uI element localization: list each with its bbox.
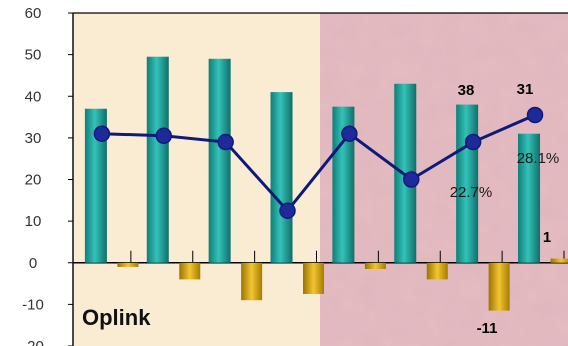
bar-teal xyxy=(518,133,541,263)
y-tick-label: 20 xyxy=(25,172,42,189)
line-point xyxy=(341,125,358,142)
y-tick-label: 30 xyxy=(25,130,42,147)
data-label: 38 xyxy=(458,82,475,99)
bar-gold xyxy=(488,262,510,311)
line-point xyxy=(403,171,420,188)
bar-gold xyxy=(364,262,386,269)
bar-teal xyxy=(270,92,293,263)
line-point xyxy=(279,202,296,219)
data-label: -11 xyxy=(477,320,498,337)
line-point xyxy=(93,125,111,142)
data-label: 22.7% xyxy=(450,184,493,201)
bar-gold xyxy=(303,262,325,294)
y-tick-label: -20 xyxy=(22,338,44,346)
bar-teal xyxy=(208,58,231,263)
bar-teal xyxy=(146,56,169,263)
line-point xyxy=(155,127,173,145)
line-layer xyxy=(93,106,544,219)
bar-gold xyxy=(179,262,201,280)
line-point xyxy=(464,133,482,151)
bar-gold xyxy=(117,262,139,267)
bar-teal xyxy=(84,108,107,263)
bar-gold xyxy=(426,262,448,280)
y-tick-label: 40 xyxy=(25,88,42,105)
y-tick-label: 10 xyxy=(25,213,42,230)
data-label: 28.1% xyxy=(517,150,560,167)
bar-gold xyxy=(241,262,263,301)
line-series xyxy=(101,113,536,214)
labels-layer: 38 31 22.7% 28.1% 1 -11 xyxy=(450,81,560,337)
y-tick-label: 0 xyxy=(29,255,37,272)
y-tick-label: 60 xyxy=(25,5,42,22)
bar-gold xyxy=(550,258,568,263)
y-tick-label: 50 xyxy=(25,47,42,64)
data-label: 31 xyxy=(517,81,534,98)
data-label: 1 xyxy=(543,229,551,246)
line-point xyxy=(217,133,234,151)
y-axis: 60 50 40 30 20 10 0 -10 -20 xyxy=(22,5,568,346)
y-tick-label: -10 xyxy=(22,296,44,313)
line-point xyxy=(526,106,544,124)
brand-label: Oplink xyxy=(82,305,151,330)
